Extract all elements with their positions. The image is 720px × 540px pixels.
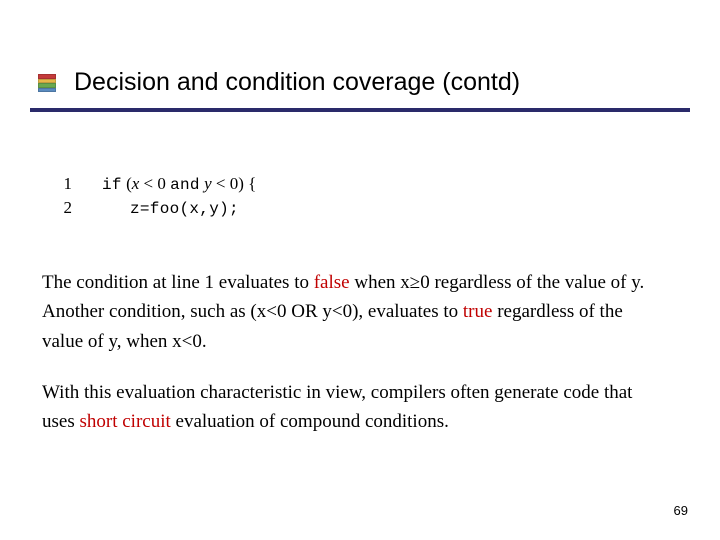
op-lt0-2: < 0) { [212, 174, 257, 193]
slide-title: Decision and condition coverage (contd) [74, 68, 520, 97]
code-line-1: 1 if (x < 0 and y < 0) { [60, 172, 256, 196]
op-lt0-1: < 0 [139, 174, 170, 193]
code-snippet: 1 if (x < 0 and y < 0) { 2 z=foo(x,y); [60, 172, 256, 221]
text: when x [350, 272, 410, 293]
code-content: if (x < 0 and y < 0) { [102, 172, 256, 196]
line-number: 2 [60, 196, 72, 220]
header-rule [30, 108, 690, 112]
header-bullet [38, 74, 56, 92]
text-short-circuit: short circuit [79, 411, 170, 432]
text-true: true [463, 301, 493, 322]
ge-symbol: ≥ [410, 272, 420, 293]
line-number: 1 [60, 172, 72, 196]
kw-if: if [102, 176, 122, 194]
code-line-2: 2 z=foo(x,y); [60, 196, 256, 220]
text-false: false [314, 272, 350, 293]
text: The condition at line 1 evaluates to [42, 272, 314, 293]
bullet-seg-4 [38, 88, 56, 93]
kw-and: and [170, 176, 200, 194]
paragraph-1: The condition at line 1 evaluates to fal… [42, 268, 662, 356]
page-number: 69 [674, 503, 688, 518]
text: evaluation of compound conditions. [171, 411, 449, 432]
var-y: y [200, 174, 212, 193]
code-content: z=foo(x,y); [102, 198, 239, 220]
paragraph-2: With this evaluation characteristic in v… [42, 378, 662, 437]
